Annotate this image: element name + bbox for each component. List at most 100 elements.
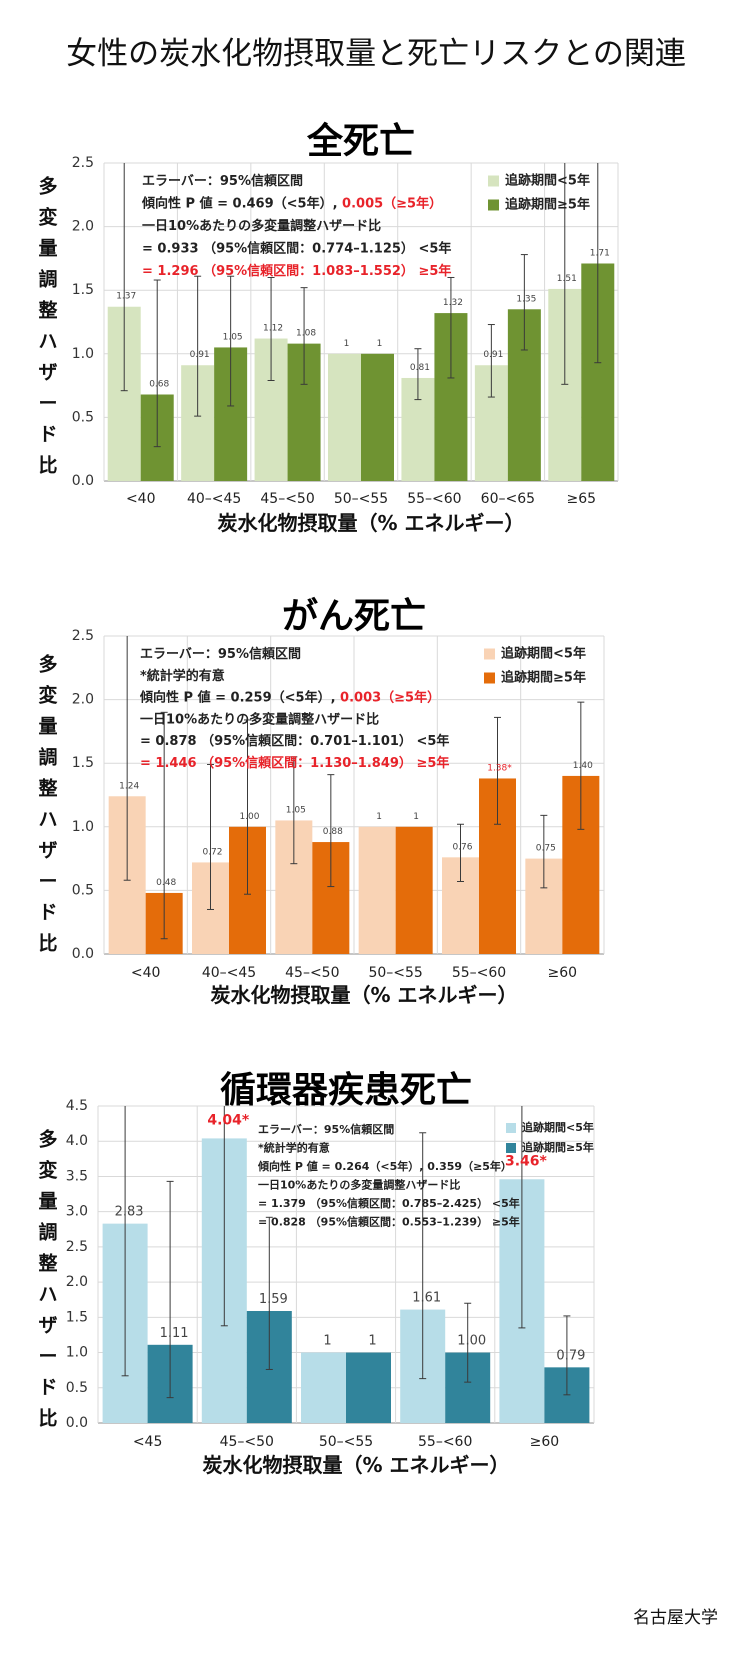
y-tick-label: 1.5	[72, 755, 94, 771]
y-tick-label: 1.0	[72, 346, 94, 362]
y-tick-label: 0.0	[72, 946, 94, 962]
x-tick-label: 60–<65	[481, 491, 535, 507]
legend-label-short-followup: 追跡期間<5年	[505, 173, 590, 189]
legend-swatch-long-followup	[506, 1143, 516, 1153]
y-axis-label: 多変量調整ハザード比	[38, 653, 57, 955]
y-axis-label-char: 変	[38, 206, 57, 229]
annotation-line: エラーバー：95%信頼区間	[142, 173, 303, 189]
data-label: 0.91	[483, 350, 503, 360]
data-label: 4.04*	[207, 1112, 250, 1128]
annotation-text: = 0.828 （95%信頼区間：0.553–1.239） ≥5年	[258, 1215, 520, 1229]
chart-title-all-cause: 全死亡	[306, 120, 415, 162]
annotation-text: エラーバー：95%信頼区間	[140, 646, 301, 662]
bar	[361, 353, 394, 481]
y-axis-label-char: 変	[38, 684, 57, 707]
annotation-line: = 0.828 （95%信頼区間：0.553–1.239） ≥5年	[258, 1215, 520, 1229]
x-tick-label: 40–<45	[202, 965, 256, 981]
x-tick-label: 55–<60	[418, 1434, 472, 1450]
annotation-text: 一日10%あたりの多変量調整ハザード比	[258, 1178, 460, 1192]
y-axis-label-char: 多	[38, 1128, 57, 1151]
chart-svg-cardiovascular: 循環器疾患死亡 0.0 0.5 1.0 1.5 2.0 2.5 3.0 3.5 4.0 4.5 2.8…	[38, 1070, 595, 1477]
y-axis-label-char: 調	[38, 268, 57, 291]
x-tick-label: 40–<45	[187, 491, 241, 507]
legend-swatch-short-followup	[488, 175, 499, 187]
annotation-line: 傾向性 P 値 = 0.264（<5年）, 0.359（≥5年）	[257, 1159, 512, 1173]
data-label: 2.83	[115, 1205, 144, 1220]
chart-all-cause-mortality: 全死亡 0.0 0.5 1.0 1.5 2.0 2.5 1.37 0.91 1.12 1 0.81 0.…	[0, 105, 752, 550]
annotation-line: = 0.878 （95%信頼区間：0.701–1.101） <5年	[140, 733, 449, 749]
y-axis-label-char: 変	[38, 1159, 57, 1182]
data-label: 0.68	[149, 380, 169, 390]
annotation-red-text: 0.003（≥5年）	[340, 689, 440, 705]
data-label: 1	[344, 339, 350, 349]
annotation-line: = 1.296 （95%信頼区間：1.083–1.552） ≥5年	[142, 263, 451, 279]
x-tick-label: 45–<50	[285, 965, 339, 981]
data-label: 1.40	[573, 761, 593, 771]
y-axis-label-char: ー	[38, 393, 57, 415]
annotation-text: = 0.933 （95%信頼区間：0.774–1.125） <5年	[142, 240, 451, 256]
data-label: 1.37	[116, 292, 136, 302]
x-tick-label: 45–<50	[220, 1434, 274, 1450]
annotation-text: 傾向性 P 値 = 0.264（<5年）, 0.359（≥5年）	[257, 1159, 512, 1173]
y-axis-label-char: 量	[38, 1191, 57, 1213]
annotation-line: エラーバー：95%信頼区間	[140, 646, 301, 662]
x-tick-label: ≥60	[530, 1434, 560, 1450]
data-label: 1.38*	[487, 763, 512, 773]
data-label: 1	[368, 1334, 376, 1349]
y-axis-label-char: 比	[38, 455, 57, 477]
annotation-red-text: = 1.446 （95%信頼区間：1.130–1.849） ≥5年	[140, 755, 449, 771]
data-label: 1.71	[590, 248, 610, 258]
y-tick-label: 1.0	[66, 1345, 88, 1361]
y-tick-label: 0.0	[72, 473, 94, 489]
annotation-text: *統計学的有意	[140, 667, 225, 683]
y-tick-label: 1.5	[72, 282, 94, 298]
y-tick-label: 3.0	[66, 1204, 88, 1220]
y-axis-label-char: 整	[38, 299, 57, 322]
y-tick-label: 0.5	[72, 882, 94, 898]
y-tick-label: 2.5	[66, 1239, 88, 1255]
y-axis-label-char: ハ	[38, 1284, 57, 1306]
x-tick-label: 50–<55	[368, 965, 422, 981]
x-tick-label: 55–<60	[452, 965, 506, 981]
legend-label-long-followup: 追跡期間≥5年	[505, 197, 590, 213]
series-short-followup: 2.83 4.04* 1 1.61 3.46*	[102, 1106, 548, 1423]
annotation-text: = 0.878 （95%信頼区間：0.701–1.101） <5年	[140, 733, 449, 749]
credit-text: 名古屋大学	[633, 1608, 718, 1628]
y-tick-label: 2.5	[72, 155, 94, 171]
x-tick-label: 45–<50	[260, 491, 314, 507]
y-axis-label-char: 量	[38, 238, 57, 260]
data-label: 1	[376, 812, 382, 822]
y-axis-label-char: ド	[38, 902, 57, 924]
legend-swatch-long-followup	[488, 199, 499, 211]
bar	[346, 1352, 391, 1423]
annotation-text: 傾向性 P 値 = 0.259（<5年）,	[139, 689, 340, 705]
y-axis-label-char: ー	[38, 871, 57, 893]
annotation-line: = 1.379 （95%信頼区間：0.785–2.425） <5年	[258, 1196, 520, 1210]
y-axis-label-char: 多	[38, 653, 57, 676]
y-axis-label-char: ザ	[38, 362, 57, 384]
data-label: 0.81	[410, 363, 430, 373]
y-tick-label: 2.0	[72, 219, 94, 235]
data-label: 1.00	[239, 812, 259, 822]
y-axis-label-char: 調	[38, 1221, 57, 1244]
annotation-line: *統計学的有意	[258, 1141, 330, 1155]
data-label: 1.08	[296, 329, 316, 339]
data-label: 1.35	[516, 294, 536, 304]
annotation-line: *統計学的有意	[140, 667, 225, 683]
y-axis-label-char: 整	[38, 777, 57, 800]
bar	[395, 826, 433, 954]
y-tick-label: 0.5	[66, 1380, 88, 1396]
annotation-line: 一日10%あたりの多変量調整ハザード比	[142, 218, 381, 234]
legend-swatch-short-followup	[506, 1123, 516, 1133]
chart-title-cardiovascular: 循環器疾患死亡	[220, 1070, 472, 1111]
data-label: 1	[413, 812, 419, 822]
data-label: 0.72	[202, 847, 222, 857]
data-label: 0.79	[556, 1348, 585, 1363]
x-tick-label: <40	[126, 491, 156, 507]
y-axis-label-char: 調	[38, 746, 57, 769]
annotation-text: エラーバー：95%信頼区間	[258, 1122, 394, 1136]
data-label: 1.24	[119, 781, 139, 791]
x-tick-label: <40	[131, 965, 161, 981]
